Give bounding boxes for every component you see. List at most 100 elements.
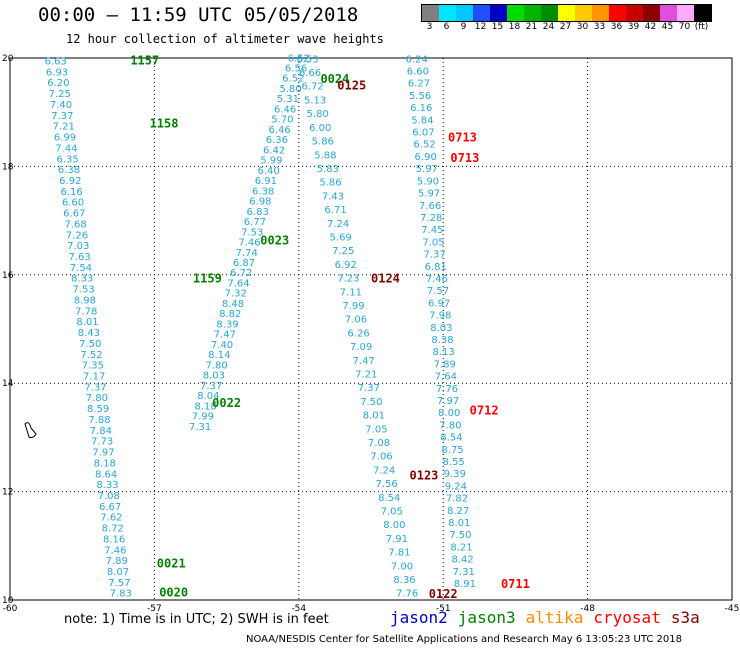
- wave-height-value: 7.00: [391, 561, 413, 572]
- color-scale-label: 21: [525, 22, 538, 32]
- map-subtitle: 12 hour collection of altimeter wave hei…: [66, 32, 384, 46]
- color-scale-label: 18: [508, 22, 521, 32]
- color-scale-labels: 3 6 9 12 15 18 21 24 27 30 33 36 39 42 45 70 (ft): [421, 22, 740, 34]
- wave-height-value: 6.60: [407, 67, 429, 78]
- wave-height-value: 6.67: [63, 209, 85, 220]
- wave-height-value: 8.16: [103, 534, 125, 545]
- wave-height-value: 8.64: [95, 469, 117, 480]
- wave-height-value: 6.52: [413, 140, 435, 151]
- color-scale-label: 33: [593, 22, 606, 32]
- wave-height-value: 5.80: [307, 109, 329, 120]
- wave-height-value: 8.21: [450, 542, 472, 553]
- wave-height-value: 8.00: [438, 408, 460, 419]
- color-scale-label: 45: [661, 22, 674, 32]
- wave-height-value: 7.98: [429, 311, 451, 322]
- wave-height-value: 6.92: [59, 176, 81, 187]
- lat-tick-label: 16: [2, 271, 14, 281]
- pass-time-label: 0712: [470, 404, 499, 418]
- lat-tick-label: 10: [2, 596, 14, 606]
- pass-time-label: 0122: [429, 587, 458, 601]
- pass-time-label: 0125: [337, 78, 366, 92]
- wave-height-value: 6.60: [62, 198, 84, 209]
- wave-height-value: 6.77: [244, 217, 266, 228]
- wave-height-value: 6.40: [258, 166, 280, 177]
- wave-height-value: 7.97: [437, 396, 459, 407]
- wave-height-value: 7.66: [419, 201, 441, 212]
- wave-height-value: 8.39: [216, 319, 238, 330]
- wave-height-value: 7.74: [236, 248, 258, 259]
- wave-height-value: 6.72: [301, 82, 323, 93]
- wave-height-value: 7.80: [439, 420, 461, 431]
- wave-height-value: 7.11: [340, 287, 362, 298]
- wave-height-value: 6.52: [282, 74, 304, 85]
- wave-height-value: 5.56: [409, 91, 431, 102]
- island-outline: [24, 422, 37, 439]
- color-swatch: [541, 5, 558, 21]
- wave-height-value: 7.03: [67, 241, 89, 252]
- pass-time-label: 0022: [212, 396, 241, 410]
- wave-height-value: 7.05: [365, 424, 387, 435]
- wave-height-value: 6.53: [296, 54, 318, 65]
- wave-height-value: 7.84: [90, 426, 112, 437]
- wave-height-value: 8.38: [431, 335, 453, 346]
- pass-time-label: 0020: [159, 586, 188, 600]
- wave-height-value: 6.72: [230, 268, 252, 279]
- wave-height-value: 7.47: [353, 356, 375, 367]
- wave-height-value: 7.40: [211, 340, 233, 351]
- wave-height-value: 7.32: [225, 289, 247, 300]
- wave-height-value: 8.01: [76, 317, 98, 328]
- wave-height-value: 8.33: [71, 274, 93, 285]
- color-scale-label: 27: [559, 22, 572, 32]
- wave-height-value: 6.93: [46, 67, 68, 78]
- wave-height-value: 6.38: [58, 165, 80, 176]
- pass-time-label: 0713: [450, 151, 479, 165]
- wave-height-value: 7.31: [189, 422, 211, 433]
- lon-tick-label: -57: [147, 604, 162, 614]
- wave-height-value: 7.05: [422, 237, 444, 248]
- wave-height-value: 7.64: [227, 278, 249, 289]
- wave-height-value: 7.44: [55, 143, 77, 154]
- color-scale-label: 12: [474, 22, 487, 32]
- lon-tick-label: -54: [291, 604, 306, 614]
- wave-height-value: 8.48: [222, 299, 244, 310]
- wave-height-value: 6.90: [415, 152, 437, 163]
- wave-height-value: 8.18: [194, 401, 216, 412]
- satellite-legend: jason2 jason3 altika cryosat s3a: [390, 608, 710, 627]
- wave-height-value: 6.46: [274, 104, 296, 115]
- wave-height-value: 7.21: [355, 370, 377, 381]
- wave-height-value: 7.99: [192, 412, 214, 423]
- wave-height-value: 7.40: [50, 100, 72, 111]
- wave-height-value: 6.07: [412, 128, 434, 139]
- wave-height-value: 8.13: [432, 347, 454, 358]
- wave-height-value: 8.54: [378, 493, 400, 504]
- wave-height-value: 8.42: [451, 555, 473, 566]
- wave-height-value: 8.01: [363, 411, 385, 422]
- wave-height-value: 6.66: [299, 68, 321, 79]
- wave-height-value: 7.57: [108, 578, 130, 589]
- wave-height-value: 7.82: [446, 494, 468, 505]
- wave-height-value: 8.01: [448, 518, 470, 529]
- wave-height-value: 9.39: [444, 469, 466, 480]
- wave-height-value: 6.26: [347, 328, 369, 339]
- wave-height-value: 7.80: [86, 393, 108, 404]
- wave-height-value: 5.80: [279, 84, 301, 95]
- wave-height-value: 6.67: [99, 502, 121, 513]
- pass-time-label: 0711: [501, 577, 530, 591]
- wave-height-value: 7.37: [358, 383, 380, 394]
- wave-height-value: 5.97: [416, 164, 438, 175]
- wave-height-value: 7.53: [241, 227, 263, 238]
- color-swatch: [609, 5, 626, 21]
- lon-tick-label: -45: [725, 604, 740, 614]
- wave-height-value: 8.03: [203, 371, 225, 382]
- wave-height-value: 8.14: [208, 350, 230, 361]
- wave-height-value: 8.91: [454, 579, 476, 590]
- units-note: note: 1) Time is in UTC; 2) SWH is in fe…: [64, 612, 329, 627]
- wave-height-value: 7.62: [100, 513, 122, 524]
- wave-height-value: 7.06: [370, 452, 392, 463]
- wave-height-value: 6.92: [335, 260, 357, 271]
- pass-time-label: 0023: [260, 233, 289, 247]
- wave-height-value: 6.71: [324, 205, 346, 216]
- wave-height-value: 5.86: [312, 137, 334, 148]
- wave-height-value: 7.21: [53, 122, 75, 133]
